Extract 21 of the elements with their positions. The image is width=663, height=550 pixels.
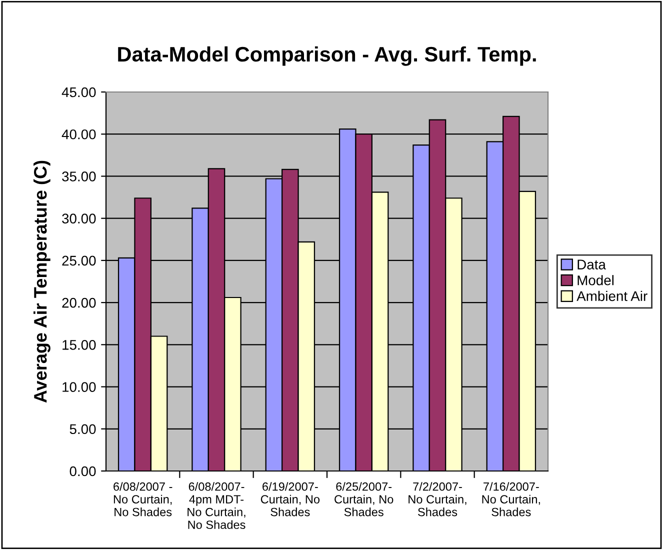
y-tick-label: 10.00 [62, 382, 96, 392]
y-tick-label: 20.00 [62, 298, 96, 308]
y-tick-label: 40.00 [62, 129, 96, 140]
x-tick-label: 6/08/2007 - No Curtain, No Shades [114, 482, 172, 516]
x-tick-label: 6/25/2007- Curtain, No Shades [334, 482, 394, 516]
x-tick-label: 6/08/2007- 4pm MDT- No Curtain, No Shades [188, 482, 246, 529]
y-tick-label: 25.00 [62, 256, 96, 266]
y-tick-label: 0.00 [70, 466, 96, 476]
y-tick-label: 15.00 [62, 340, 96, 350]
x-tick-label: 7/2/2007- No Curtain, Shades [408, 482, 466, 516]
legend-label: Data [578, 260, 606, 270]
y-tick-label: 5.00 [70, 424, 96, 434]
y-axis-title: Average Air Temperature (C) [34, 160, 50, 403]
y-tick-label: 35.00 [62, 172, 96, 182]
chart-title: Data-Model Comparison - Avg. Surf. Temp. [118, 46, 536, 66]
legend-label: Ambient Air [576, 290, 648, 302]
x-tick-label: 6/19/2007- Curtain, No Shades [260, 482, 320, 516]
x-tick-label: 7/16/2007- No Curtain, Shades [482, 482, 540, 516]
legend-label: Model [578, 275, 614, 286]
y-tick-label: 45.00 [62, 87, 96, 98]
y-tick-label: 30.00 [62, 214, 96, 224]
